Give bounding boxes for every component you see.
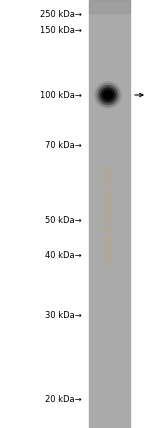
Text: 20 kDa→: 20 kDa→	[45, 395, 82, 404]
Ellipse shape	[103, 90, 113, 100]
Ellipse shape	[105, 92, 111, 98]
Text: 40 kDa→: 40 kDa→	[45, 250, 82, 259]
Text: 30 kDa→: 30 kDa→	[45, 310, 82, 319]
Text: 70 kDa→: 70 kDa→	[45, 140, 82, 149]
Text: WWW.PTGLAB.COM: WWW.PTGLAB.COM	[105, 164, 114, 264]
Ellipse shape	[100, 87, 116, 103]
Ellipse shape	[94, 81, 122, 109]
Text: 100 kDa→: 100 kDa→	[40, 90, 82, 99]
Text: 250 kDa→: 250 kDa→	[40, 9, 82, 18]
Ellipse shape	[95, 83, 121, 107]
Text: 150 kDa→: 150 kDa→	[40, 26, 82, 35]
Text: 50 kDa→: 50 kDa→	[45, 216, 82, 225]
Bar	[89, 0, 130, 428]
Bar	[89, 0, 130, 13]
Ellipse shape	[98, 85, 118, 105]
